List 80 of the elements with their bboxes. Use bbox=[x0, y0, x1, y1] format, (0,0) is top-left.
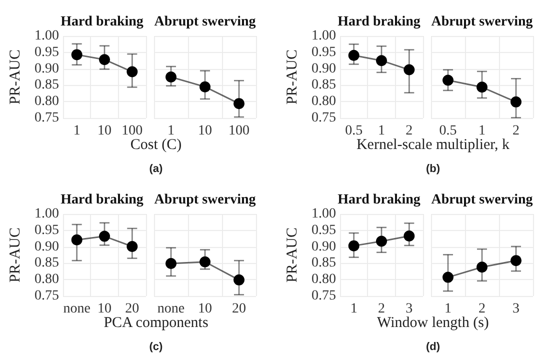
y-tick-label: 0.75 bbox=[34, 288, 59, 304]
chart-title: Abrupt swerving bbox=[431, 14, 533, 30]
chart-title: Hard braking bbox=[60, 14, 144, 30]
y-tick-label: 0.95 bbox=[34, 222, 59, 238]
x-tick-label: 10 bbox=[98, 124, 112, 138]
point bbox=[376, 236, 387, 247]
x-tick-label: 100 bbox=[228, 124, 250, 138]
y-tick-label: 0.80 bbox=[312, 272, 336, 288]
x-tick-label: 1 bbox=[378, 124, 385, 138]
text: (d) bbox=[424, 341, 442, 353]
x-tick-label: none bbox=[157, 302, 185, 316]
x-tick-label: none bbox=[63, 302, 90, 316]
x-tick-label: 2 bbox=[512, 124, 520, 138]
point bbox=[71, 234, 82, 246]
x-tick-label: 1 bbox=[168, 124, 174, 138]
y-axis-title: PR-AUC bbox=[8, 227, 24, 283]
y-tick-label: 0.95 bbox=[312, 222, 336, 238]
x-tick-label: 20 bbox=[125, 302, 140, 316]
x-axis-title: Kernel-scale multiplier, k bbox=[355, 137, 511, 154]
y-tick-label: 0.85 bbox=[312, 256, 336, 271]
x-tick-label: 1 bbox=[478, 124, 486, 138]
x-tick-label: 1 bbox=[73, 124, 80, 138]
y-axis-title: PR-AUC bbox=[8, 49, 24, 105]
point bbox=[404, 64, 415, 76]
chart-title: Hard braking bbox=[60, 192, 144, 208]
point bbox=[376, 55, 387, 66]
x-tick-label: 1 bbox=[350, 302, 358, 316]
x-tick-label: 10 bbox=[98, 302, 112, 316]
y-tick-label: 0.85 bbox=[34, 78, 59, 93]
y-tick-label: 0.80 bbox=[34, 272, 59, 288]
x-tick-label: 0.5 bbox=[439, 124, 457, 138]
chart-title: Hard braking bbox=[338, 14, 420, 30]
y-tick-label: 0.85 bbox=[34, 256, 59, 271]
y-tick-label: 0.75 bbox=[34, 110, 59, 126]
x-axis-title: Cost (C) bbox=[129, 137, 183, 154]
x-axis-title: PCA components bbox=[102, 315, 210, 332]
point bbox=[348, 50, 360, 61]
x-tick-label: 0.5 bbox=[345, 124, 363, 138]
y-tick-label: 0.80 bbox=[312, 94, 336, 110]
y-tick-label: 1.00 bbox=[34, 206, 59, 222]
y-axis-title: PR-AUC bbox=[284, 227, 300, 283]
y-tick-label: 0.95 bbox=[312, 44, 336, 60]
chart-title: Abrupt swerving bbox=[431, 192, 533, 208]
y-tick-label: 0.90 bbox=[312, 239, 336, 254]
text: (b) bbox=[424, 163, 442, 175]
y-tick-label: 0.90 bbox=[312, 61, 336, 76]
y-tick-label: 0.90 bbox=[34, 239, 59, 254]
x-tick-label: 1 bbox=[444, 302, 452, 316]
y-tick-label: 0.95 bbox=[34, 44, 59, 60]
point bbox=[99, 54, 110, 66]
point bbox=[71, 49, 82, 60]
point bbox=[404, 230, 415, 242]
y-tick-label: 0.80 bbox=[34, 94, 59, 110]
y-tick-label: 1.00 bbox=[34, 28, 59, 44]
x-tick-label: 10 bbox=[198, 124, 212, 138]
y-tick-label: 0.75 bbox=[312, 288, 336, 304]
x-tick-label: 2 bbox=[378, 302, 385, 316]
chart-title: Abrupt swerving bbox=[154, 14, 256, 30]
y-tick-label: 1.00 bbox=[312, 28, 336, 44]
x-tick-label: 2 bbox=[406, 124, 413, 138]
chart-title: Hard braking bbox=[338, 192, 420, 208]
point bbox=[126, 66, 138, 78]
y-tick-label: 0.85 bbox=[312, 78, 336, 93]
y-axis-title: PR-AUC bbox=[284, 49, 300, 105]
point bbox=[348, 240, 360, 252]
text: (a) bbox=[148, 163, 164, 175]
y-tick-label: 1.00 bbox=[312, 206, 336, 222]
x-tick-label: 3 bbox=[406, 302, 413, 316]
y-tick-label: 0.75 bbox=[312, 110, 336, 126]
x-tick-label: 20 bbox=[232, 302, 246, 316]
chart-title: Abrupt swerving bbox=[154, 192, 256, 208]
x-tick-label: 2 bbox=[478, 302, 486, 316]
x-axis-title: Window length (s) bbox=[376, 315, 490, 332]
point bbox=[99, 230, 110, 242]
point bbox=[126, 240, 138, 252]
x-tick-label: 10 bbox=[198, 302, 212, 316]
x-tick-label: 3 bbox=[512, 302, 520, 316]
y-tick-label: 0.90 bbox=[34, 61, 59, 76]
text: (c) bbox=[148, 341, 164, 353]
x-tick-label: 100 bbox=[122, 124, 143, 138]
